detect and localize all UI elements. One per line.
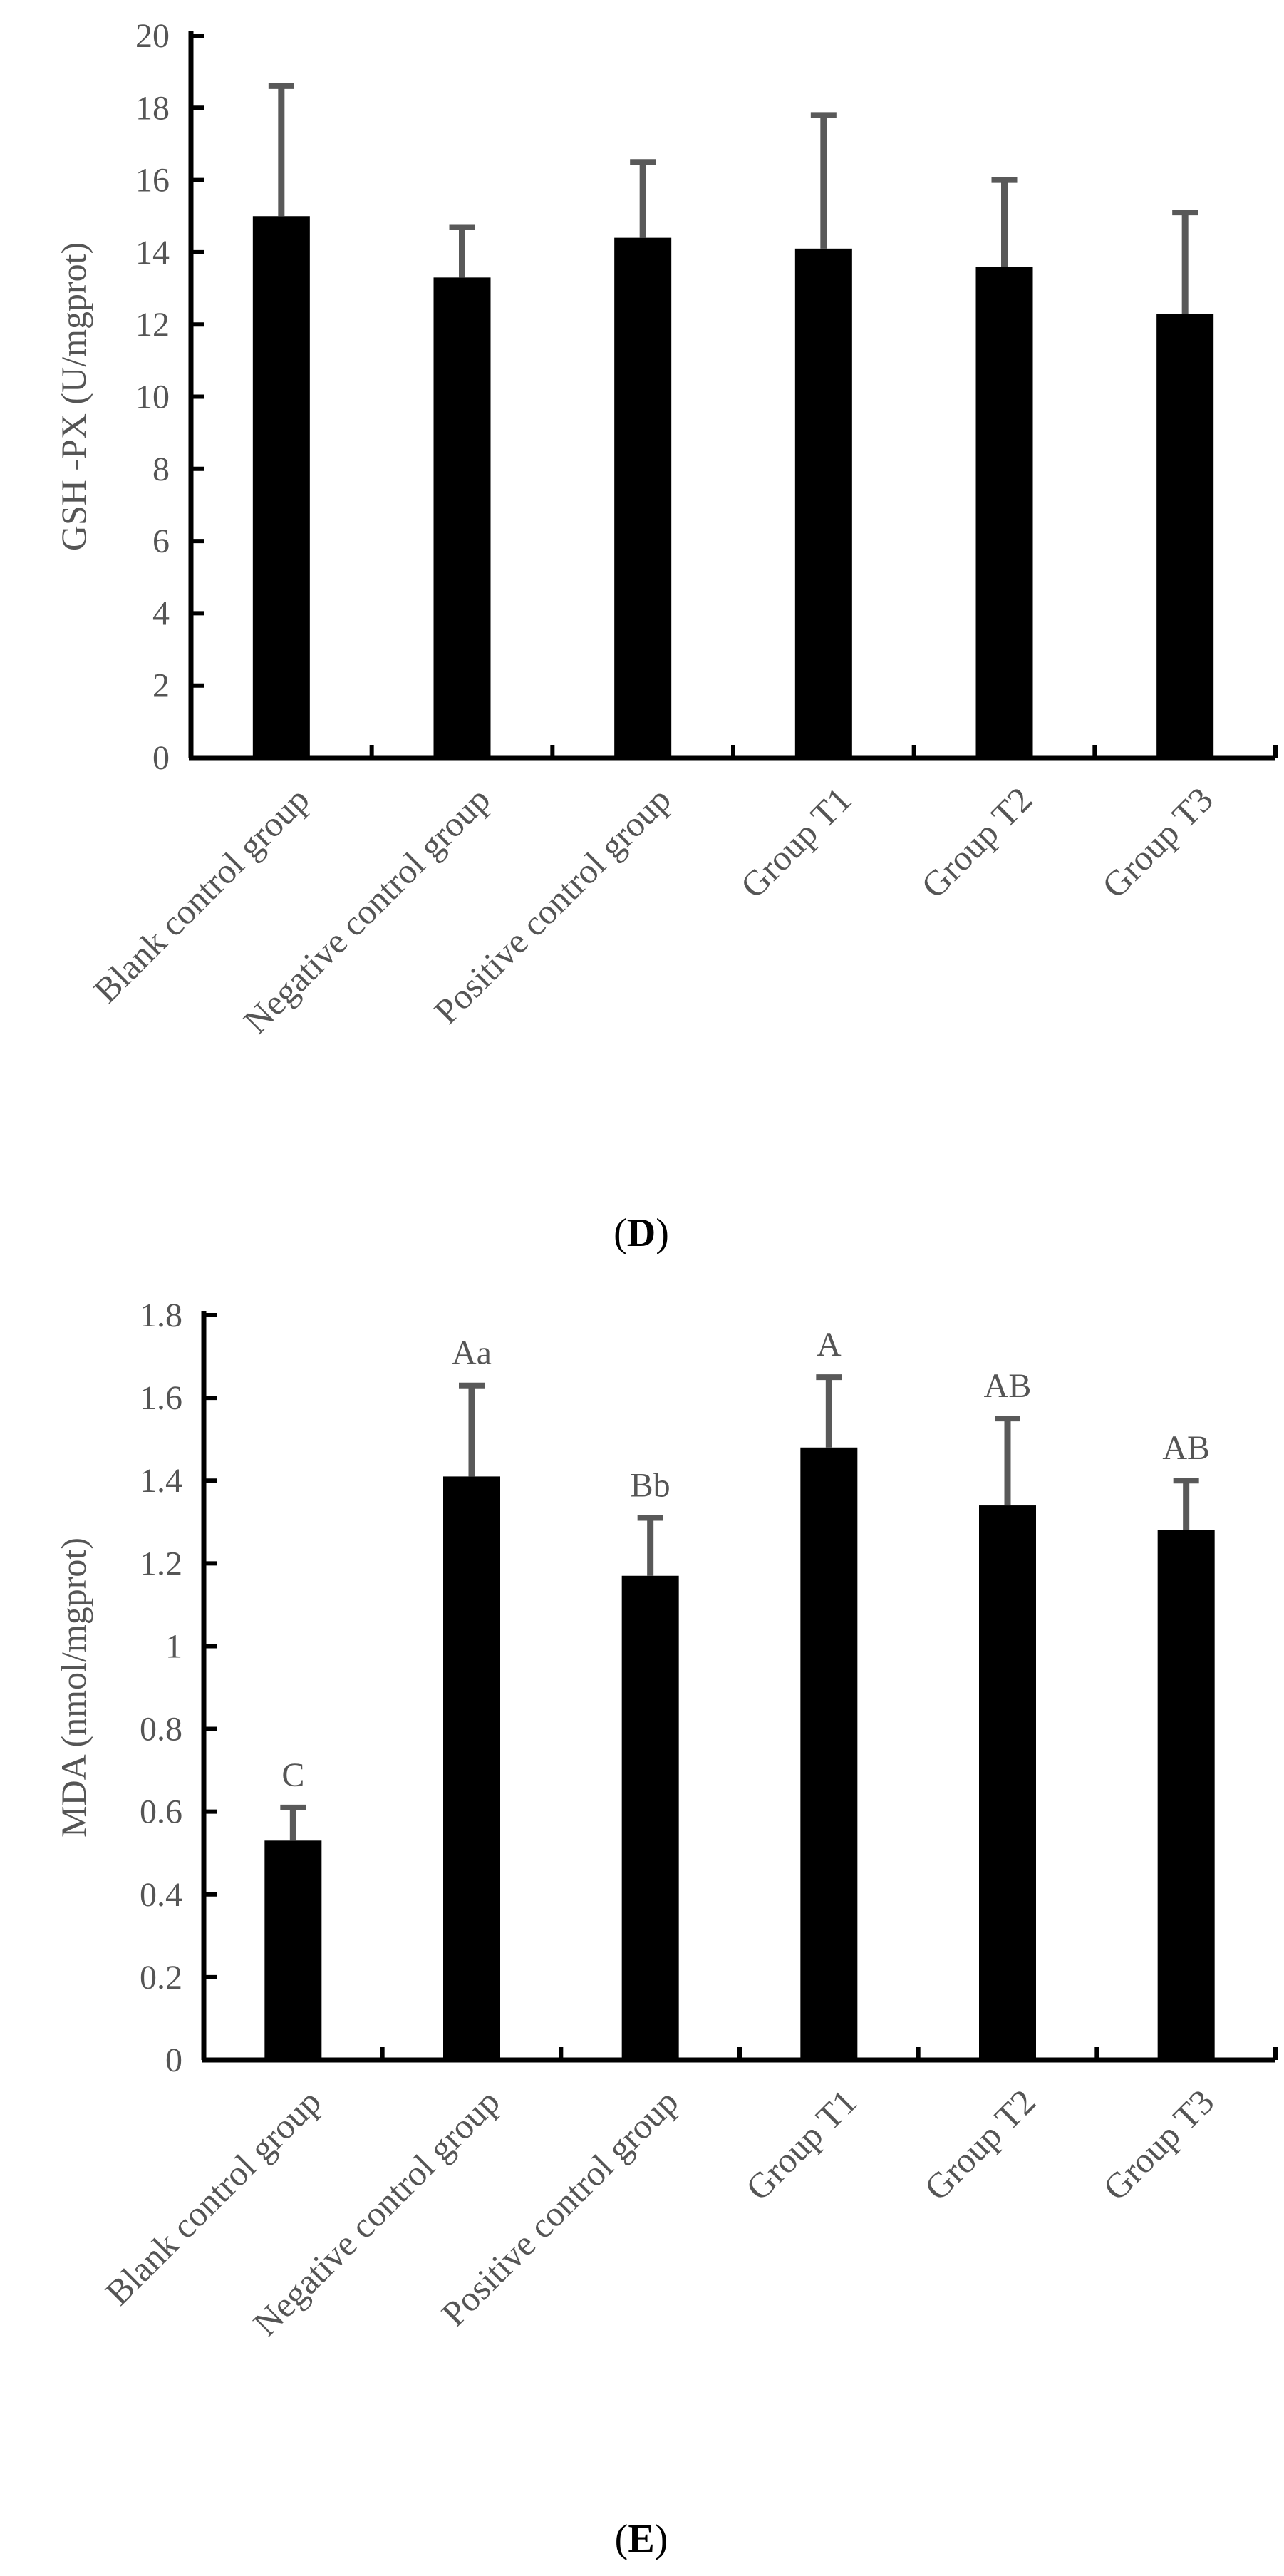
panel-label-close: ) — [655, 2517, 668, 2561]
panel-label-open: ( — [613, 1211, 627, 1255]
y-tick-label: 1.6 — [140, 1379, 182, 1417]
y-tick-label: 1 — [165, 1627, 182, 1665]
panel-label-letter: E — [628, 2517, 654, 2561]
bar-group-t2 — [975, 267, 1033, 758]
y-tick-label: 0 — [165, 2041, 182, 2079]
bar-negative-control-group — [433, 277, 491, 758]
y-tick-label: 0.2 — [140, 1959, 182, 1997]
y-tick-label: 1.4 — [140, 1462, 182, 1500]
y-tick-label: 20 — [135, 17, 170, 55]
y-tick-label: 14 — [135, 234, 170, 272]
category-label-group-t3: Group T3 — [1095, 2081, 1221, 2207]
significance-label-group-t3: AB — [1162, 1429, 1210, 1467]
category-label-group-t3: Group T3 — [1094, 779, 1221, 905]
significance-label-group-t2: AB — [984, 1367, 1032, 1405]
category-label-group-t2: Group T2 — [916, 2081, 1042, 2207]
y-tick-label: 12 — [135, 306, 170, 344]
y-tick-label: 1.2 — [140, 1545, 182, 1582]
y-tick-label: 16 — [135, 162, 170, 200]
panel-label-close: ) — [656, 1211, 669, 1255]
bar-negative-control-group — [443, 1476, 500, 2060]
bar-positive-control-group — [621, 1575, 679, 2060]
y-axis-title: GSH -PX (U/mgprot) — [53, 242, 93, 551]
bar-group-t1 — [800, 1447, 858, 2060]
y-tick-label: 6 — [152, 522, 170, 560]
bar-positive-control-group — [614, 237, 672, 758]
y-tick-label: 8 — [152, 450, 170, 488]
y-tick-label: 1.8 — [140, 1297, 182, 1334]
bar-blank-control-group — [252, 216, 310, 758]
panel-label: (E) — [615, 2517, 668, 2561]
category-label-group-t1: Group T1 — [732, 779, 859, 905]
y-tick-label: 0 — [152, 739, 170, 777]
y-tick-label: 10 — [135, 378, 170, 416]
bar-blank-control-group — [264, 1840, 322, 2060]
y-tick-label: 0.8 — [140, 1711, 182, 1748]
significance-label-blank-control-group: C — [281, 1756, 304, 1794]
panel-label-open: ( — [615, 2517, 628, 2561]
y-tick-label: 4 — [152, 594, 170, 632]
bar-group-t1 — [794, 248, 852, 758]
significance-label-positive-control-group: Bb — [631, 1466, 671, 1504]
panel-label-letter: D — [627, 1211, 656, 1255]
category-label-group-t2: Group T2 — [913, 779, 1040, 905]
bar-group-t2 — [979, 1505, 1036, 2060]
y-tick-label: 0.4 — [140, 1876, 182, 1914]
category-label-group-t1: Group T1 — [738, 2081, 864, 2207]
bar-group-t3 — [1156, 314, 1214, 758]
significance-label-negative-control-group: Aa — [452, 1334, 492, 1372]
y-tick-label: 18 — [135, 89, 170, 127]
y-tick-label: 0.6 — [140, 1793, 182, 1831]
bar-group-t3 — [1157, 1530, 1215, 2060]
significance-label-group-t1: A — [817, 1326, 842, 1364]
y-axis-title: MDA (nmol/mgprot) — [53, 1537, 93, 1838]
y-tick-label: 2 — [152, 667, 170, 705]
panel-label: (D) — [613, 1211, 669, 1255]
